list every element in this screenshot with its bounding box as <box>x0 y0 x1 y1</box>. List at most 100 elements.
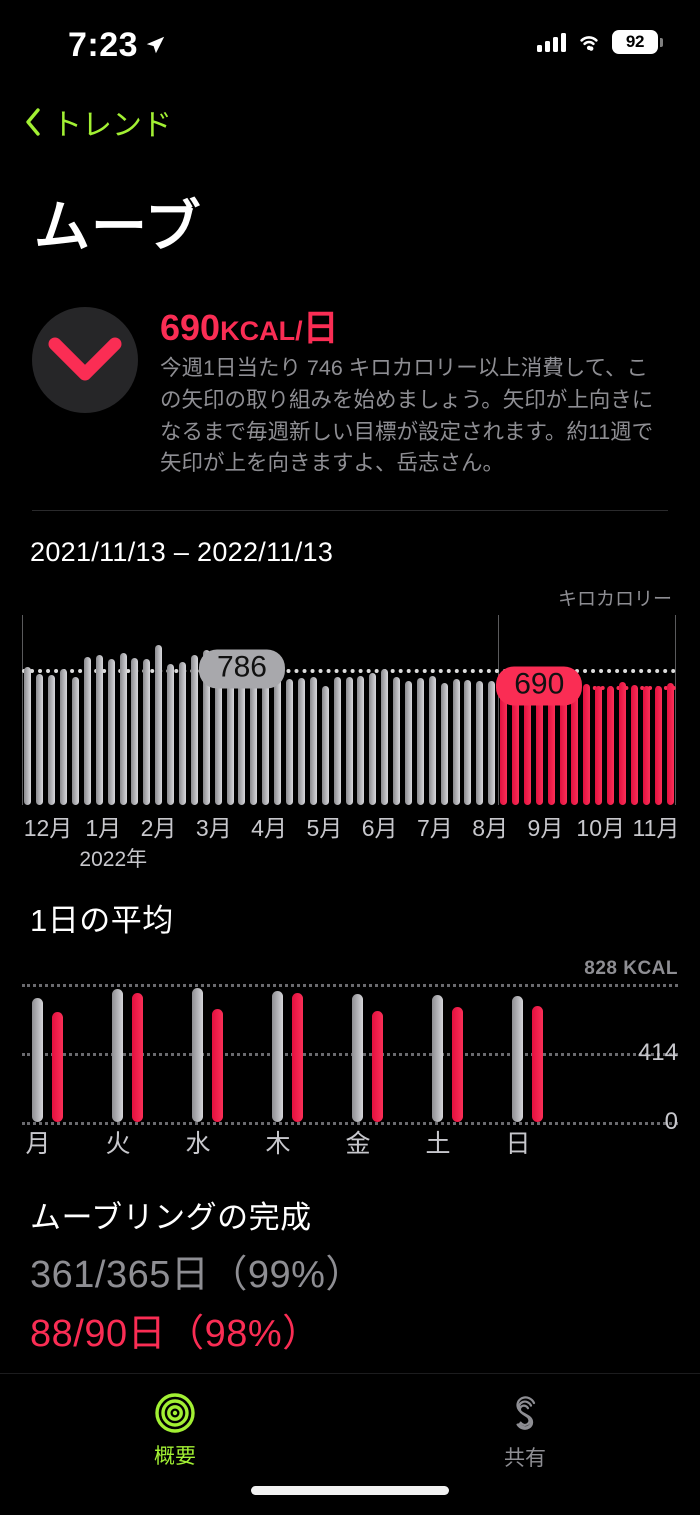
chart-unit-label: キロカロリー <box>557 589 672 611</box>
gridline <box>22 1122 678 1126</box>
trend-bar <box>190 654 198 806</box>
baseline-gray <box>22 669 676 674</box>
weekday-label: 月 <box>25 1130 51 1159</box>
trend-headline: 690KCAL/日 <box>160 299 660 351</box>
status-bar: 7:23 92 <box>0 0 700 92</box>
status-bar-right: 92 <box>537 30 663 54</box>
trend-bar <box>404 680 412 806</box>
xaxis-tick: 4月 <box>251 815 287 842</box>
divider-1 <box>32 510 668 512</box>
trend-bar <box>167 663 175 806</box>
trend-bar <box>274 661 282 806</box>
trend-headline-suffix: 日 <box>302 307 339 348</box>
trend-bar <box>654 686 662 806</box>
status-time: 7:23 <box>68 26 139 64</box>
trend-bar <box>48 674 56 806</box>
trend-bar <box>393 677 401 806</box>
trend-bar <box>511 684 519 806</box>
trend-headline-unit: KCAL/ <box>220 316 303 346</box>
trend-bar <box>500 686 508 806</box>
trend-bar <box>618 681 626 806</box>
trend-headline-value: 690 <box>160 307 221 348</box>
location-arrow-icon <box>146 36 165 53</box>
move-ring-title: ムーブリングの完成 <box>30 1200 312 1236</box>
baseline-gray-badge: 786 <box>198 649 285 689</box>
activity-rings-icon <box>155 1393 195 1433</box>
chart-axis-line <box>22 615 23 806</box>
weekday-bar <box>372 1010 383 1123</box>
chart-axis-line <box>497 615 499 806</box>
weekday-bar <box>52 1012 63 1123</box>
back-button[interactable]: トレンド <box>24 100 172 144</box>
weekday-bar <box>132 993 143 1123</box>
gridline <box>22 984 678 988</box>
daily-average-chart[interactable]: 414 0 <box>22 984 678 1135</box>
xaxis-tick: 5月 <box>306 815 343 842</box>
trend-bar <box>60 668 68 806</box>
trend-bar <box>583 684 591 806</box>
move-ring-completion: ムーブリングの完成 361/365日（99%） 88/90日（98%） <box>0 1168 700 1357</box>
trend-summary: 690KCAL/日 今週1日当たり 746 キロカロリー以上消費して、この矢印の… <box>0 263 700 480</box>
trend-bar <box>250 657 258 806</box>
move-ring-quarter-stat: 88/90日（98%） <box>30 1313 321 1356</box>
trend-bar <box>547 684 555 806</box>
tab-summary[interactable]: 概要 <box>0 1374 350 1515</box>
cellular-bars-icon <box>537 32 566 52</box>
trend-bar <box>226 653 234 806</box>
trend-description: 今週1日当たり 746 キロカロリー以上消費して、この矢印の取り組みを始めましょ… <box>160 356 654 476</box>
trend-summary-body: 690KCAL/日 今週1日当たり 746 キロカロリー以上消費して、この矢印の… <box>144 299 660 480</box>
trend-bar <box>95 654 103 806</box>
daily-average-title: 1日の平均 <box>30 903 174 939</box>
weekday-bar <box>272 990 283 1123</box>
baseline-pink-badge: 690 <box>496 666 583 706</box>
trend-bar <box>143 659 151 806</box>
tab-sharing[interactable]: 共有 <box>350 1374 700 1515</box>
trend-bar <box>452 679 460 806</box>
trend-bar <box>357 675 365 806</box>
trend-bar <box>179 661 187 806</box>
trend-bar <box>262 662 270 806</box>
trend-bar <box>309 677 317 806</box>
trend-bar <box>286 679 294 806</box>
trend-bar <box>333 677 341 806</box>
battery-icon: 92 <box>612 30 663 54</box>
trend-bar <box>523 684 531 806</box>
chart-axis-line <box>675 615 676 806</box>
yaxis-tick: 414 <box>637 1039 678 1067</box>
tab-sharing-label: 共有 <box>504 1447 546 1470</box>
weekly-move-trend-chart[interactable]: 786 690 <box>22 615 676 806</box>
trend-bar <box>36 673 44 806</box>
weekly-move-trend-xaxis: 12月 1月 2022年 2月 3月 4月 5月 6月 7月 8月 9月 10月 11月 <box>22 805 680 871</box>
trend-direction-badge <box>32 307 138 413</box>
daily-average-xaxis: 月火水木金土日 <box>22 1122 678 1168</box>
weekday-bar <box>192 988 203 1123</box>
trend-bar <box>630 685 638 806</box>
weekday-label: 日 <box>505 1130 531 1159</box>
trend-bar <box>345 676 353 806</box>
xaxis-tick: 10月 <box>576 815 626 842</box>
home-indicator[interactable] <box>251 1486 449 1495</box>
trend-bar <box>607 686 615 806</box>
weekday-bar <box>212 1008 223 1123</box>
trend-bar <box>214 656 222 806</box>
trend-bar <box>321 686 329 806</box>
trend-bar <box>666 683 674 806</box>
xaxis-tick: 1月 <box>85 815 122 842</box>
trend-bar <box>535 685 543 806</box>
daily-average-top-tick: 828 KCAL <box>584 958 678 980</box>
weekday-bar <box>32 998 43 1123</box>
weekday-label: 火 <box>105 1130 131 1159</box>
trend-bar <box>440 682 448 806</box>
back-button-label: トレンド <box>52 109 172 142</box>
trend-bar <box>476 680 484 806</box>
weekday-label: 水 <box>185 1130 211 1159</box>
weekday-bar <box>512 996 523 1123</box>
weekday-bar <box>532 1005 543 1123</box>
trend-bar <box>202 649 210 806</box>
trend-bar <box>642 686 650 806</box>
page-title: ムーブ <box>34 195 202 258</box>
gridline <box>22 1053 678 1057</box>
status-bar-left: 7:23 <box>68 26 166 65</box>
trend-bar <box>571 686 579 806</box>
trend-bar <box>155 644 163 806</box>
